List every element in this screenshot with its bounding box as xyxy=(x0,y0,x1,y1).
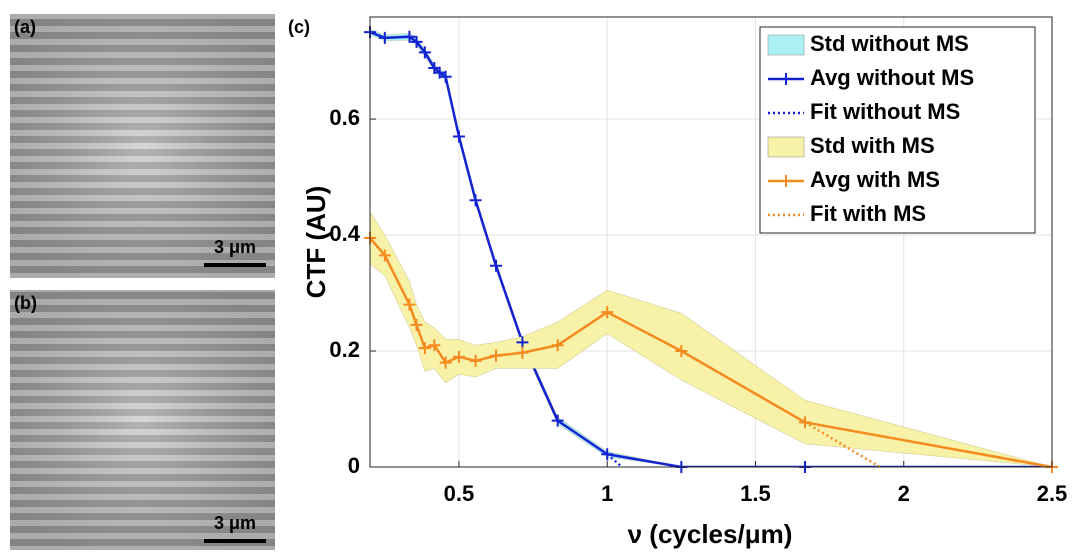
marker xyxy=(418,342,431,355)
panel-b: (b) 3 μm xyxy=(10,290,275,550)
marker xyxy=(516,336,529,349)
scale-bar-label: 3 μm xyxy=(214,513,256,533)
marker xyxy=(378,31,391,44)
legend-label: Std without MS xyxy=(810,31,969,56)
x-tick-label: 2 xyxy=(898,481,910,506)
panel-label: (b) xyxy=(14,293,37,313)
x-tick-label: 1 xyxy=(601,481,613,506)
legend-label: Fit with MS xyxy=(810,201,926,226)
y-tick-label: 0.2 xyxy=(329,337,360,362)
marker xyxy=(551,414,564,427)
marker xyxy=(469,354,482,367)
legend xyxy=(759,26,1036,234)
panel-label: (c) xyxy=(288,17,310,37)
marker xyxy=(410,35,423,48)
marker xyxy=(452,350,465,363)
x-axis-label: ν (cycles/μm) xyxy=(628,519,793,549)
legend-label: Avg with MS xyxy=(810,167,940,192)
x-tick-label: 0.5 xyxy=(444,481,475,506)
marker xyxy=(798,416,811,429)
axes-frame xyxy=(369,16,1053,468)
marker xyxy=(378,249,391,262)
marker xyxy=(601,448,614,461)
marker xyxy=(516,346,529,359)
legend-marker xyxy=(780,73,792,85)
marker xyxy=(428,339,441,352)
marker xyxy=(490,259,503,272)
fit-line xyxy=(606,453,623,467)
legend-label: Std with MS xyxy=(810,133,935,158)
x-tick-label: 2.5 xyxy=(1037,481,1068,506)
scale-bar-label: 3 μm xyxy=(214,237,256,257)
image-shade xyxy=(10,14,275,278)
y-tick-label: 0.6 xyxy=(329,105,360,130)
image-shade xyxy=(10,290,275,550)
legend-marker xyxy=(780,175,792,187)
marker xyxy=(403,298,416,311)
marker xyxy=(439,356,452,369)
marker xyxy=(601,306,614,319)
marker xyxy=(551,339,564,352)
x-tick-label: 1.5 xyxy=(740,481,771,506)
avg-line xyxy=(370,237,1052,467)
marker xyxy=(403,30,416,43)
std-band xyxy=(370,211,1052,467)
y-tick-label: 0.4 xyxy=(329,221,360,246)
y-axis-label: CTF (AU) xyxy=(301,186,331,299)
panel-a: (a) 3 μm xyxy=(10,14,275,278)
marker xyxy=(439,70,452,83)
legend-swatch xyxy=(767,34,805,56)
marker xyxy=(418,46,431,59)
marker xyxy=(410,318,423,331)
marker xyxy=(675,345,688,358)
marker xyxy=(490,349,503,362)
y-tick-label: 0 xyxy=(348,453,360,478)
legend-swatch xyxy=(767,136,805,158)
legend-label: Avg without MS xyxy=(810,65,974,90)
legend-label: Fit without MS xyxy=(810,99,960,124)
marker xyxy=(452,130,465,143)
panel-label: (a) xyxy=(14,17,36,37)
marker xyxy=(469,194,482,207)
